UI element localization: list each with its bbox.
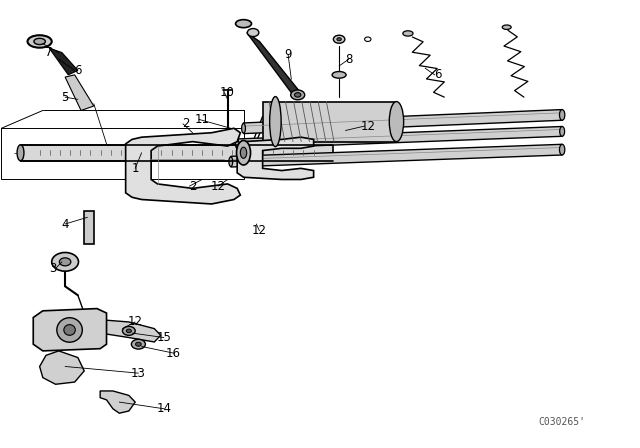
Ellipse shape	[236, 139, 239, 148]
Polygon shape	[65, 75, 94, 111]
Text: 2: 2	[182, 117, 190, 130]
Text: 12: 12	[211, 180, 225, 193]
Ellipse shape	[64, 325, 76, 335]
Text: C030265': C030265'	[539, 417, 586, 427]
Ellipse shape	[122, 327, 135, 335]
Text: 9: 9	[284, 48, 292, 61]
Polygon shape	[125, 128, 241, 204]
Ellipse shape	[337, 38, 341, 41]
Polygon shape	[84, 211, 94, 244]
Polygon shape	[100, 320, 161, 342]
Polygon shape	[100, 391, 135, 413]
Ellipse shape	[269, 97, 281, 146]
Ellipse shape	[291, 90, 305, 100]
Ellipse shape	[502, 25, 511, 30]
Polygon shape	[231, 144, 562, 167]
Text: 1: 1	[131, 162, 139, 175]
Ellipse shape	[333, 35, 345, 43]
Text: 13: 13	[131, 366, 146, 379]
Ellipse shape	[17, 145, 24, 161]
Text: 6: 6	[74, 64, 82, 77]
Ellipse shape	[131, 339, 145, 349]
Text: 10: 10	[220, 86, 235, 99]
Text: 2: 2	[189, 180, 196, 193]
Ellipse shape	[403, 31, 413, 36]
Ellipse shape	[332, 72, 346, 78]
Ellipse shape	[559, 144, 565, 155]
Text: 16: 16	[166, 347, 181, 360]
Text: 12: 12	[360, 120, 375, 133]
Polygon shape	[244, 110, 562, 134]
Polygon shape	[33, 309, 106, 351]
Polygon shape	[262, 102, 396, 142]
Text: 5: 5	[61, 90, 68, 103]
Ellipse shape	[57, 318, 83, 342]
Polygon shape	[49, 48, 78, 75]
Polygon shape	[237, 137, 314, 180]
Ellipse shape	[294, 93, 301, 97]
Ellipse shape	[229, 157, 233, 167]
Ellipse shape	[247, 29, 259, 37]
Text: 3: 3	[49, 262, 56, 275]
Ellipse shape	[34, 39, 45, 44]
Text: 8: 8	[345, 53, 353, 66]
Ellipse shape	[126, 329, 131, 332]
Ellipse shape	[28, 35, 52, 47]
Polygon shape	[237, 126, 562, 149]
Polygon shape	[20, 145, 333, 161]
Ellipse shape	[136, 342, 141, 346]
Ellipse shape	[241, 147, 246, 158]
Ellipse shape	[242, 124, 246, 133]
Text: 14: 14	[156, 402, 172, 415]
Ellipse shape	[60, 258, 71, 266]
Text: 12: 12	[252, 224, 267, 237]
Polygon shape	[246, 33, 304, 97]
Text: 11: 11	[195, 113, 210, 126]
Ellipse shape	[559, 110, 565, 120]
Ellipse shape	[236, 20, 252, 28]
Polygon shape	[40, 351, 84, 384]
Ellipse shape	[237, 141, 250, 165]
Ellipse shape	[560, 126, 564, 136]
Text: 7: 7	[45, 46, 53, 59]
Ellipse shape	[52, 253, 79, 271]
Ellipse shape	[389, 102, 404, 142]
Text: 12: 12	[128, 315, 143, 328]
Text: 15: 15	[156, 331, 172, 344]
Text: 4: 4	[61, 217, 69, 231]
Text: 6: 6	[434, 69, 442, 82]
